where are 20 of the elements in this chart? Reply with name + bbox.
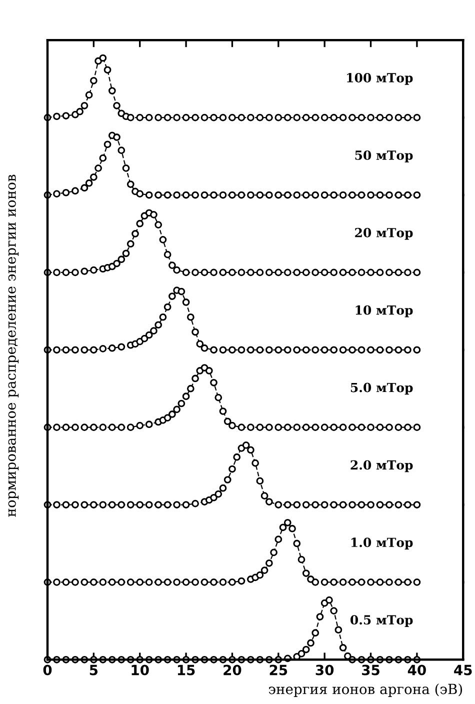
x-tick-label: 30 [316,664,334,676]
series-label: 0.5 мТор [350,615,413,627]
x-axis-title: энергия ионов аргона (эВ) [268,684,462,697]
x-tick-label: 0 [43,664,52,676]
x-tick-label: 5 [90,664,98,676]
x-tick-label: 15 [178,664,195,676]
x-tick-label: 25 [270,664,288,676]
x-tick-label: 10 [132,664,149,676]
text: 2.0 мТор [350,460,413,472]
text: 10 мТор [356,305,413,318]
x-tick-label: 40 [408,664,426,676]
text: 100 мТор [347,73,413,85]
x-tick-label: 45 [454,664,472,676]
text: 50 мТор [355,150,413,162]
x-tick-label: 35 [362,664,380,676]
y-axis-title: нормированное распределение энергии ионов [8,174,19,517]
text: 5.0 мТор [350,382,413,395]
text: 1.0 мТор [351,538,413,550]
text: 20 мТор [355,228,413,240]
x-tick-label: 20 [224,664,242,676]
